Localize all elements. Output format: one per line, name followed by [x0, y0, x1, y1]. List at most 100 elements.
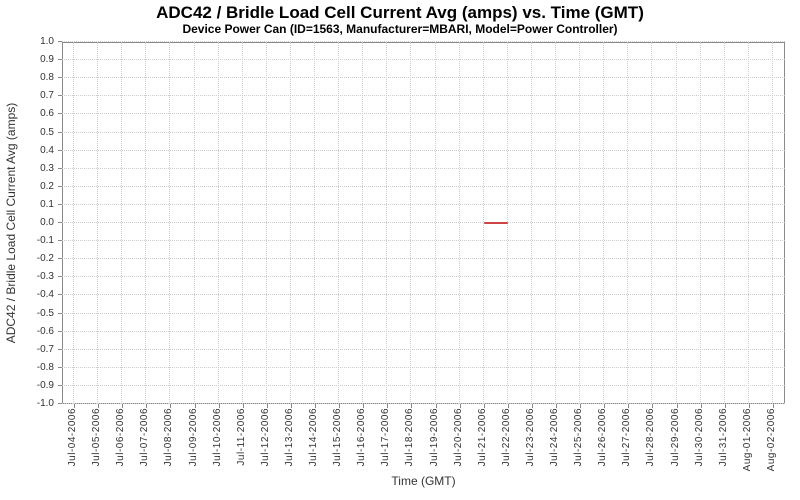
x-gridline	[217, 42, 219, 404]
x-tick	[315, 404, 317, 408]
x-tick-label: Jul-23-2006	[524, 408, 536, 467]
x-tick-label: Jul-20-2006	[452, 408, 464, 467]
x-tick-label: Jul-12-2006	[259, 408, 271, 467]
y-gridline	[62, 203, 785, 205]
plot-area	[62, 42, 785, 404]
x-tick	[242, 404, 244, 408]
y-tick	[58, 294, 62, 296]
x-tick	[700, 404, 702, 408]
y-tick-label: -0.1	[36, 235, 54, 247]
y-gridline	[62, 131, 785, 133]
y-tick-label: 0.7	[40, 90, 54, 102]
x-tick-label: Aug-01-2006	[741, 408, 753, 472]
y-gridline	[62, 366, 785, 368]
x-tick-label: Jul-31-2006	[717, 408, 729, 467]
y-gridline	[62, 258, 785, 260]
x-tick	[580, 404, 582, 408]
y-tick-label: 0.4	[40, 144, 54, 156]
y-tick-label: 0.6	[40, 108, 54, 120]
y-gridline	[62, 59, 785, 61]
x-tick-label: Jul-07-2006	[139, 408, 151, 467]
y-tick-label: 0.0	[40, 217, 54, 228]
y-gridline	[62, 312, 785, 314]
x-tick-label: Jul-11-2006	[235, 408, 247, 466]
series-line-segment	[483, 222, 508, 224]
y-tick	[58, 185, 62, 187]
y-tick-label: -0.9	[36, 379, 54, 391]
y-gridline	[62, 41, 785, 42]
y-tick	[58, 41, 62, 42]
y-tick	[58, 330, 62, 332]
x-gridline	[482, 42, 484, 404]
x-tick	[556, 404, 558, 408]
x-tick	[507, 404, 509, 408]
x-tick-label: Jul-21-2006	[476, 408, 488, 467]
x-tick-label: Jul-29-2006	[669, 408, 681, 467]
y-tick	[58, 77, 62, 79]
x-tick	[604, 404, 606, 408]
x-gridline	[314, 42, 316, 404]
x-tick-label: Jul-24-2006	[549, 408, 561, 467]
x-gridline	[241, 42, 243, 404]
y-gridline	[62, 149, 785, 151]
y-tick-label: 0.1	[40, 198, 54, 210]
x-gridline	[530, 42, 532, 404]
x-gridline	[289, 42, 291, 404]
x-gridline	[121, 42, 123, 404]
y-tick-label: 0.9	[40, 54, 54, 66]
y-tick	[58, 149, 62, 151]
x-tick-label: Jul-14-2006	[308, 408, 320, 467]
x-gridline	[675, 42, 677, 404]
x-gridline	[386, 42, 388, 404]
y-gridline	[62, 77, 785, 79]
x-tick	[74, 404, 75, 408]
x-tick	[748, 404, 750, 408]
y-tick-label: -1.0	[36, 398, 54, 409]
y-tick	[58, 113, 62, 115]
x-tick-label: Jul-10-2006	[211, 408, 223, 467]
x-gridline	[410, 42, 412, 404]
y-tick-label: -0.5	[36, 307, 54, 319]
x-tick	[773, 404, 774, 408]
y-tick	[58, 403, 62, 404]
x-tick-label: Jul-26-2006	[597, 408, 609, 467]
x-tick-label: Jul-15-2006	[332, 408, 344, 467]
y-tick	[58, 312, 62, 314]
x-gridline	[362, 42, 364, 404]
x-tick-label: Jul-08-2006	[163, 408, 175, 467]
y-gridline	[62, 222, 785, 223]
y-gridline	[62, 294, 785, 296]
x-tick	[266, 404, 268, 408]
x-tick-label: Jul-17-2006	[380, 408, 392, 467]
y-tick	[58, 167, 62, 169]
y-gridline	[62, 185, 785, 187]
y-gridline	[62, 330, 785, 332]
y-tick	[58, 59, 62, 61]
y-gridline	[62, 95, 785, 97]
y-tick	[58, 258, 62, 260]
y-tick-label: 0.8	[40, 72, 54, 84]
x-tick	[483, 404, 485, 408]
x-tick	[652, 404, 654, 408]
y-gridline	[62, 348, 785, 350]
y-tick	[58, 240, 62, 242]
x-gridline	[97, 42, 99, 404]
chart-subtitle: Device Power Can (ID=1563, Manufacturer=…	[182, 22, 618, 36]
y-gridline	[62, 384, 785, 386]
y-tick-label: -0.8	[36, 361, 54, 373]
x-gridline	[627, 42, 629, 404]
y-tick-label: 1.0	[40, 36, 54, 47]
y-tick-label: 0.3	[40, 162, 54, 174]
x-gridline	[145, 42, 147, 404]
y-gridline	[62, 113, 785, 115]
x-tick	[194, 404, 196, 408]
x-tick-label: Jul-05-2006	[91, 408, 103, 467]
x-tick	[98, 404, 100, 408]
x-tick-label: Jul-09-2006	[187, 408, 199, 467]
x-axis-title: Time (GMT)	[391, 474, 456, 488]
x-gridline	[265, 42, 267, 404]
x-tick	[146, 404, 148, 408]
x-gridline	[772, 42, 773, 404]
x-gridline	[193, 42, 195, 404]
x-tick-label: Jul-13-2006	[283, 408, 295, 467]
